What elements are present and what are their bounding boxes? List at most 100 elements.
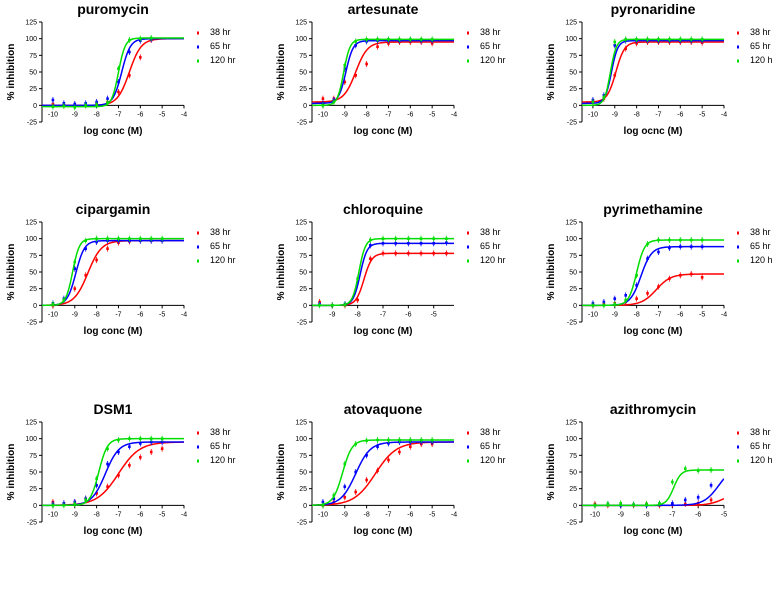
data-point [635,297,638,300]
data-point [679,245,682,248]
legend-label: 38 hr [480,427,501,437]
data-point [381,242,385,245]
data-point [419,242,423,245]
y-tick-label: 100 [295,236,307,243]
y-tick-label: 0 [33,303,37,310]
data-point [343,462,347,466]
x-tick-label: -6 [677,311,683,318]
chart-panel-7: atovaquone -25 0 25 50 75 100 125 -10 -9 -8 -7 -6 -5 -… [276,401,506,537]
x-tick-label: -10 [588,111,598,118]
data-point [365,62,368,66]
data-point [689,245,693,248]
data-point [139,456,142,459]
y-tick-label: 100 [565,236,577,243]
data-point [394,237,397,240]
y-tick-label: 125 [25,20,37,27]
legend-label: 65 hr [480,41,501,51]
y-tick-label: 75 [299,453,307,460]
y-tick-label: 125 [295,220,307,227]
y-axis-label: % inhibition [276,44,287,101]
legend-label: 38 hr [480,27,501,37]
x-tick-label: -10 [588,311,598,318]
legend-marker-dot [467,232,469,234]
data-point [128,445,131,448]
legend-marker-dot [737,60,739,62]
x-tick-label: -7 [115,311,121,318]
data-point [73,102,77,106]
legend-label: 120 hr [750,255,773,265]
data-point [646,292,649,295]
x-tick-label: -7 [115,511,121,518]
y-tick-label: -25 [567,320,577,327]
data-point [445,241,448,244]
y-tick-label: 25 [569,486,577,493]
data-point [149,450,153,454]
data-point [128,50,131,54]
legend-marker-dot [197,260,199,262]
legend-label: 38 hr [210,427,231,437]
y-tick-label: 25 [29,486,37,493]
data-point [709,498,713,502]
x-tick-label: -7 [669,511,675,518]
y-tick-label: 50 [29,470,37,477]
data-point [160,437,164,440]
x-tick-label: -7 [385,511,391,518]
x-tick-label: -10 [48,311,58,318]
x-axis-label: log conc (M) [624,526,683,537]
fit-curve [582,273,724,307]
data-point [419,237,423,240]
data-point [602,300,606,304]
legend-marker-dot [197,446,199,448]
data-point [117,450,120,454]
y-tick-label: 125 [25,220,37,227]
legend-label: 38 hr [210,27,231,37]
y-tick-label: 100 [295,36,307,43]
legend-marker-dot [467,432,469,434]
chart-panel-8: azithromycin -25 0 25 50 75 100 125 -10 -9 -8 -7 -6 -… [546,401,773,537]
x-axis-label: log conc (M) [84,126,143,137]
y-tick-label: 75 [569,53,577,60]
x-tick-label: -9 [342,111,348,118]
fit-curve [312,237,454,307]
data-point [128,437,131,440]
x-tick-label: -9 [329,311,335,318]
x-tick-label: -4 [721,111,727,118]
data-point [369,238,372,242]
y-tick-label: 25 [299,486,307,493]
x-tick-label: -8 [93,311,99,318]
x-tick-label: -4 [721,311,727,318]
y-tick-label: 75 [29,453,37,460]
fit-curve [42,441,184,507]
data-point [73,287,77,290]
data-point [668,277,671,280]
data-point [106,97,109,100]
data-point [709,484,713,487]
data-point [602,96,606,99]
data-point [369,244,372,247]
data-point [84,498,87,502]
data-point [117,474,120,477]
data-point [700,38,704,41]
data-point [683,502,687,506]
data-point [332,494,336,497]
x-tick-label: -8 [363,511,369,518]
x-tick-label: -9 [612,311,618,318]
data-point [139,56,142,59]
data-point [387,438,390,442]
legend-marker-dot [467,32,469,34]
y-tick-label: 25 [569,86,577,93]
x-tick-label: -10 [48,111,58,118]
y-tick-label: -25 [567,520,577,527]
data-point [646,242,649,246]
legend-marker-dot [467,446,469,448]
y-tick-label: 125 [565,220,577,227]
data-point [330,304,334,307]
data-point [624,294,627,297]
legend-marker-dot [737,260,739,262]
legend-marker-dot [467,46,469,48]
fit-curve [42,37,184,108]
chart-title: cipargamin [76,201,151,217]
y-tick-label: 75 [569,453,577,460]
fit-curve [42,237,184,307]
chart-panel-2: pyronaridine -25 0 25 50 75 100 125 -10 -9 -8 -7 -6 -… [546,1,773,137]
